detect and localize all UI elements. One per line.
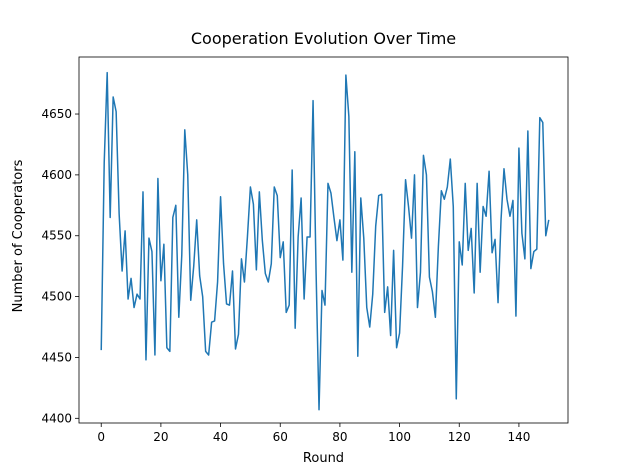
y-axis-label: Number of Cooperators (11, 159, 26, 312)
y-tick-label: 4400 (41, 411, 72, 425)
x-tick-label: 40 (213, 430, 228, 444)
axes-frame (78, 56, 569, 424)
x-tick-label: 100 (388, 430, 411, 444)
y-tick-label: 4450 (41, 350, 72, 364)
x-tick-label: 0 (97, 430, 105, 444)
y-tick-label: 4500 (41, 290, 72, 304)
x-axis-label: Round (303, 451, 344, 466)
x-tick-label: 60 (273, 430, 288, 444)
x-tick-label: 140 (507, 430, 530, 444)
y-tick-label: 4650 (41, 107, 72, 121)
x-tick-label: 120 (448, 430, 471, 444)
plot-area: 0 20 40 60 80 100 120 140 4400 4450 4500 4550 4600 46… (41, 56, 569, 444)
x-tick-label: 80 (332, 430, 347, 444)
y-tick-label: 4600 (41, 168, 72, 182)
y-tick-label: 4550 (41, 229, 72, 243)
series-line (100, 71, 550, 411)
chart-title: Cooperation Evolution Over Time (191, 29, 456, 48)
x-tick-label: 20 (153, 430, 168, 444)
